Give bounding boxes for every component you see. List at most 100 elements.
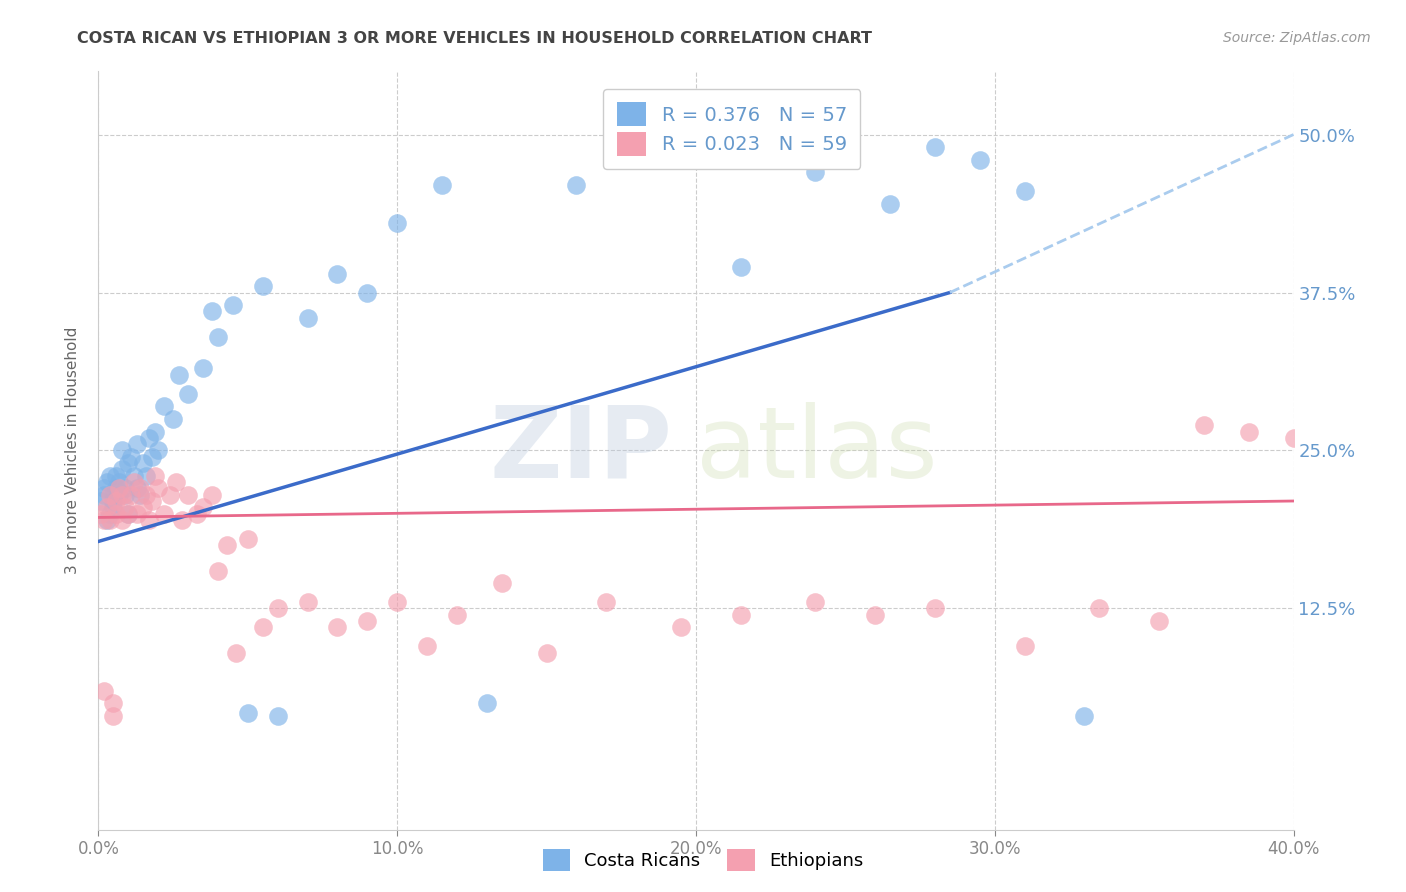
Point xyxy=(222,298,245,312)
Point xyxy=(446,607,468,622)
Point xyxy=(117,507,139,521)
Point xyxy=(114,500,136,515)
Point xyxy=(143,425,166,439)
Point xyxy=(165,475,187,489)
Text: COSTA RICAN VS ETHIOPIAN 3 OR MORE VEHICLES IN HOUSEHOLD CORRELATION CHART: COSTA RICAN VS ETHIOPIAN 3 OR MORE VEHIC… xyxy=(77,31,872,46)
Point xyxy=(207,330,229,344)
Point xyxy=(90,494,112,508)
Point xyxy=(1192,418,1215,433)
Point xyxy=(132,456,155,470)
Point xyxy=(356,614,378,628)
Point xyxy=(191,361,214,376)
Point xyxy=(326,267,349,281)
Point xyxy=(297,595,319,609)
Point xyxy=(111,513,134,527)
Point xyxy=(1282,431,1305,445)
Point xyxy=(536,646,558,660)
Point xyxy=(108,488,131,502)
Point xyxy=(105,482,128,496)
Point xyxy=(356,285,378,300)
Point xyxy=(111,462,134,476)
Point xyxy=(135,468,157,483)
Point xyxy=(105,468,128,483)
Point xyxy=(430,178,453,192)
Point xyxy=(120,488,142,502)
Point xyxy=(127,437,149,451)
Point xyxy=(124,475,146,489)
Point xyxy=(1073,708,1095,723)
Point xyxy=(98,468,122,483)
Point xyxy=(96,500,118,515)
Point xyxy=(225,646,247,660)
Point xyxy=(804,595,827,609)
Point xyxy=(669,620,692,634)
Text: Source: ZipAtlas.com: Source: ZipAtlas.com xyxy=(1223,31,1371,45)
Point xyxy=(326,620,349,634)
Point xyxy=(177,386,200,401)
Point xyxy=(127,507,149,521)
Point xyxy=(111,488,134,502)
Point xyxy=(114,482,136,496)
Point xyxy=(141,494,163,508)
Point xyxy=(103,488,125,502)
Point xyxy=(148,482,170,496)
Point xyxy=(103,696,125,710)
Point xyxy=(93,482,115,496)
Point xyxy=(236,532,259,546)
Point xyxy=(177,488,200,502)
Point xyxy=(129,482,152,496)
Point xyxy=(105,494,128,508)
Point xyxy=(132,500,155,515)
Point xyxy=(114,488,136,502)
Point xyxy=(167,368,190,382)
Point xyxy=(924,140,946,154)
Point xyxy=(236,706,259,721)
Point xyxy=(595,595,617,609)
Point xyxy=(924,601,946,615)
Point xyxy=(730,607,752,622)
Point xyxy=(385,216,409,230)
Legend: Costa Ricans, Ethiopians: Costa Ricans, Ethiopians xyxy=(536,842,870,879)
Point xyxy=(148,443,170,458)
Point xyxy=(117,507,139,521)
Point xyxy=(1147,614,1170,628)
Point xyxy=(191,500,214,515)
Point xyxy=(138,513,160,527)
Point xyxy=(201,488,224,502)
Point xyxy=(267,601,290,615)
Point xyxy=(879,197,901,211)
Point xyxy=(1014,185,1036,199)
Point xyxy=(159,488,181,502)
Point xyxy=(124,468,146,483)
Point xyxy=(1014,640,1036,654)
Point xyxy=(565,178,588,192)
Point xyxy=(1237,425,1260,439)
Point xyxy=(252,279,274,293)
Point xyxy=(162,412,184,426)
Point xyxy=(135,488,157,502)
Point xyxy=(129,488,152,502)
Point xyxy=(90,507,112,521)
Point xyxy=(96,475,118,489)
Point xyxy=(730,260,752,275)
Point xyxy=(215,538,238,552)
Point xyxy=(98,507,122,521)
Point xyxy=(108,482,131,496)
Point xyxy=(143,468,166,483)
Point xyxy=(93,683,115,698)
Point xyxy=(640,128,662,142)
Point xyxy=(117,456,139,470)
Point xyxy=(267,708,290,723)
Point xyxy=(385,595,409,609)
Y-axis label: 3 or more Vehicles in Household: 3 or more Vehicles in Household xyxy=(65,326,80,574)
Point xyxy=(120,450,142,464)
Point xyxy=(127,482,149,496)
Point xyxy=(103,500,125,515)
Point xyxy=(201,304,224,318)
Point xyxy=(475,696,498,710)
Point xyxy=(98,488,122,502)
Point xyxy=(172,513,194,527)
Point xyxy=(108,475,131,489)
Point xyxy=(297,310,319,325)
Text: ZIP: ZIP xyxy=(489,402,672,499)
